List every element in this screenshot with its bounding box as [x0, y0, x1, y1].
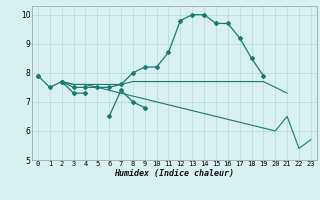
X-axis label: Humidex (Indice chaleur): Humidex (Indice chaleur) — [115, 169, 234, 178]
